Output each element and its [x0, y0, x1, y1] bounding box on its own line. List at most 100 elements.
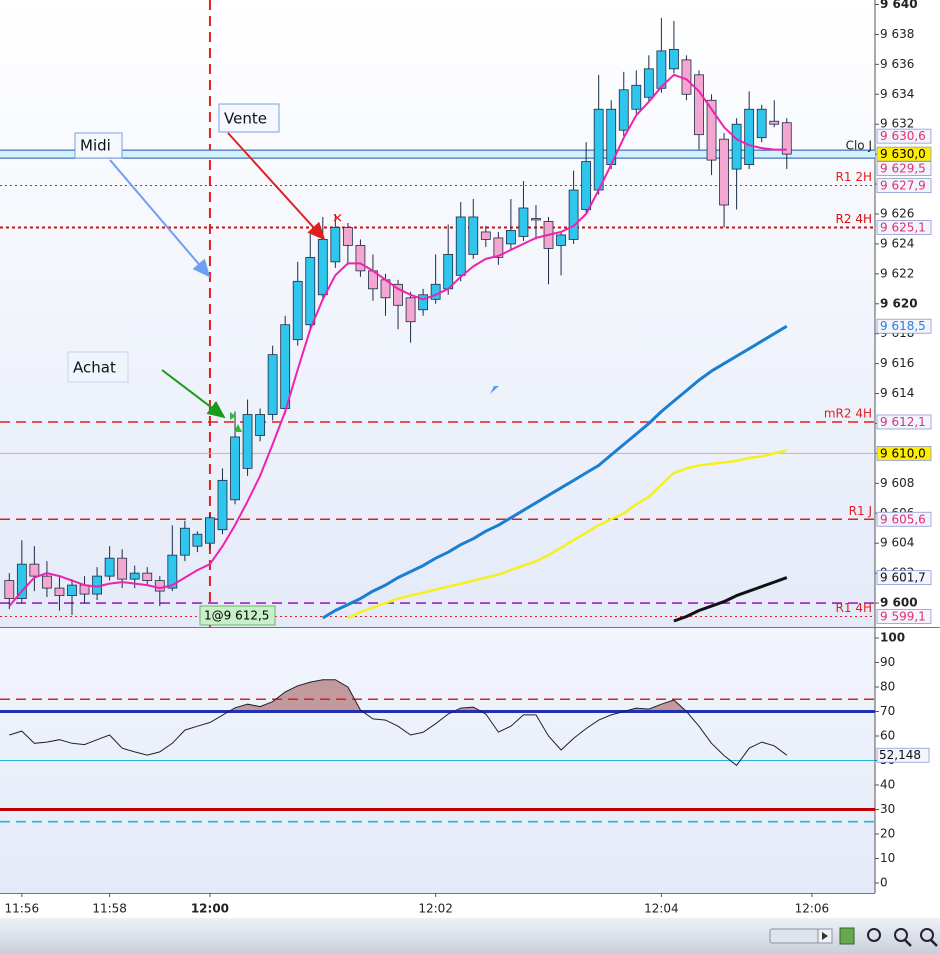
candle-body [531, 218, 541, 221]
y-tick-label: 9 632 [880, 117, 914, 131]
annotation: Achat [73, 359, 116, 377]
candle-body [706, 99, 717, 161]
arrow [161, 369, 226, 419]
arrow [227, 132, 326, 241]
y-tick-label: 9 634 [880, 87, 914, 101]
candle-body [242, 414, 253, 469]
price-label-box [876, 161, 932, 177]
annotation-box [218, 103, 280, 133]
candle-body [16, 563, 27, 599]
y-tick-label: 90 [880, 655, 895, 669]
candle-body [330, 227, 341, 263]
price-label: 9 625,1 [880, 220, 926, 234]
rsi-overbought-fill [228, 679, 687, 712]
price-label-box [876, 414, 932, 430]
price-label: 9 630,6 [880, 129, 926, 143]
price-label-box [876, 446, 932, 461]
candle-body [342, 227, 353, 246]
annotation-box [74, 132, 123, 159]
y-tick-label: 9 614 [880, 386, 914, 400]
y-tick-label: 9 624 [880, 236, 914, 250]
candle-body [556, 234, 566, 246]
candle-body [719, 138, 729, 206]
candle-body [255, 414, 266, 436]
zoom-out-icon[interactable] [894, 928, 908, 942]
moving-average [673, 576, 788, 623]
y-tick-label: 30 [880, 802, 895, 816]
y-tick-label: 9 604 [880, 536, 914, 550]
candle-body [117, 557, 128, 580]
price-label: 9 627,9 [880, 179, 926, 193]
price-label: 9 599,1 [880, 610, 926, 624]
x-tick-label: 11:56 [5, 902, 40, 916]
y-tick-label: 9 608 [880, 476, 914, 490]
candle-body [505, 230, 516, 245]
candle-body [355, 245, 366, 272]
candle-body [756, 108, 767, 139]
x-tick-label: 12:04 [644, 902, 679, 916]
price-label-box [876, 570, 932, 586]
candle-body [405, 297, 416, 323]
candle-body [67, 584, 77, 596]
y-tick-label: 9 622 [880, 266, 914, 280]
candle-body [631, 84, 642, 110]
x-tick-label: 12:06 [795, 902, 830, 916]
annotations: Midi Vente Achat 1@9 612,5 ✕ [67, 103, 499, 626]
price-label: 9 610,0 [880, 446, 926, 460]
price-label-box [876, 178, 932, 193]
annotation-box [67, 351, 129, 383]
candle-body [217, 479, 228, 531]
x-tick-label: 11:58 [92, 902, 127, 916]
moving-average [347, 449, 788, 620]
price-label-box [876, 318, 932, 334]
y-tick-label: 9 616 [880, 356, 914, 370]
price-label-box [876, 220, 932, 235]
zoom-icon[interactable] [867, 928, 881, 942]
price-label-box [876, 128, 932, 144]
candle-body [142, 572, 153, 582]
zoom-in-icon[interactable] [920, 928, 934, 942]
candle-body [267, 354, 278, 415]
candle-body [480, 231, 491, 240]
candle-body [393, 283, 403, 306]
y-tick-label: 100 [880, 631, 905, 645]
level-label: R1 4H [836, 601, 872, 615]
rsi-plot [0, 679, 875, 823]
candle-body [593, 108, 604, 191]
y-tick-label: 9 640 [880, 0, 918, 11]
annotation: Vente [224, 110, 267, 128]
scrollbar[interactable] [769, 928, 819, 944]
y-tick-label: 60 [880, 728, 895, 742]
candle-body [179, 527, 190, 556]
candle-body [581, 161, 592, 210]
candle-body [430, 283, 441, 300]
candle-body [192, 533, 203, 547]
candle-body [54, 587, 65, 596]
candle-body [305, 256, 316, 326]
rsi-label: 52,148 [879, 748, 921, 762]
rsi-label-box [876, 747, 930, 763]
trade-marker [230, 412, 236, 420]
y-tick-label: 40 [880, 777, 895, 791]
candle-body [769, 120, 780, 125]
price-label: 9 605,6 [880, 512, 926, 526]
price-label-box [876, 146, 932, 162]
tool-icon[interactable] [839, 927, 855, 945]
level-label: R1 2H [836, 170, 872, 184]
candle-body [29, 563, 40, 577]
candle-body [694, 74, 704, 136]
marker [490, 386, 499, 394]
trade-label: 1@9 612,5 [204, 609, 269, 623]
scroll-arrow [822, 932, 828, 940]
candle-body [669, 48, 679, 70]
price-panel [0, 0, 875, 627]
y-tick-label: 9 620 [880, 296, 918, 310]
candle-body [154, 580, 165, 592]
annotation: Midi [80, 137, 111, 155]
candle-body [518, 207, 529, 237]
price-label: 9 612,1 [880, 415, 926, 429]
x-tick-label: 12:00 [191, 902, 229, 916]
candle-body [643, 68, 654, 98]
candle-body [568, 189, 579, 240]
